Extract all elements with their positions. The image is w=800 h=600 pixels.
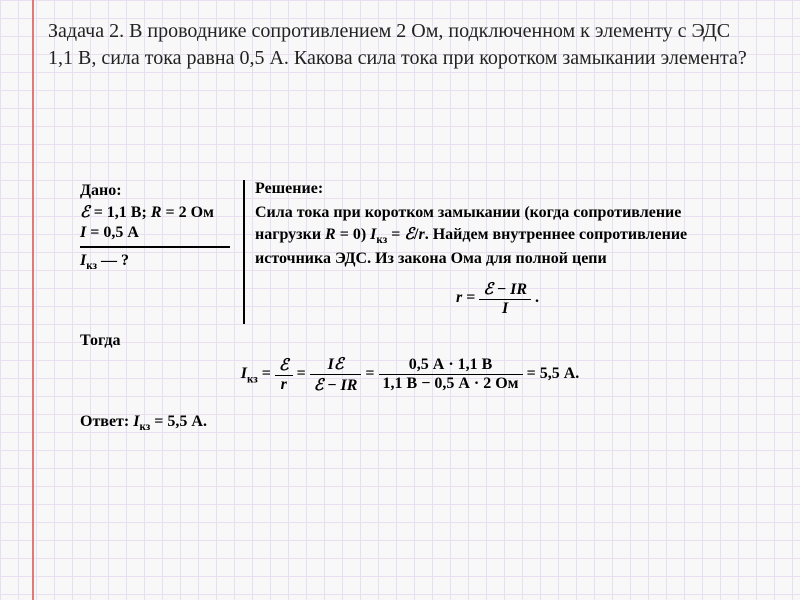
fraction-ikz-2: Iℰ ℰ − IR	[310, 354, 362, 395]
fraction-ikz-1: ℰ r	[275, 355, 293, 394]
solution-column: Решение: Сила тока при коротком замыкани…	[243, 180, 740, 324]
fraction-ikz-3: 0,5 А · 1,1 В 1,1 В − 0,5 А · 2 Ом	[379, 356, 523, 393]
fraction-r: ℰ − IR I	[479, 279, 531, 318]
frac-r-num: ℰ − IR	[479, 279, 531, 300]
given-line1: ℰ = 1,1 В; R = 2 Ом	[80, 202, 235, 222]
solution-paragraph: Сила тока при коротком замыкании (когда …	[255, 202, 740, 269]
f1-num: ℰ	[275, 355, 293, 376]
f3-den: 1,1 В − 0,5 А · 2 Ом	[379, 375, 523, 393]
given-heading: Дано:	[80, 182, 235, 200]
f3-num: 0,5 А · 1,1 В	[379, 356, 523, 375]
answer-label: Ответ:	[80, 413, 129, 430]
problem-statement: Задача 2. В проводнике сопротивлением 2 …	[48, 18, 760, 72]
f2-den: ℰ − IR	[310, 375, 362, 395]
problem-text: Задача 2. В проводнике сопротивлением 2 …	[48, 20, 747, 69]
ikz-result: = 5,5 А.	[527, 366, 580, 383]
given-divider	[80, 246, 230, 248]
given-column: Дано: ℰ = 1,1 В; R = 2 Ом I = 0,5 А Iкз …	[80, 180, 243, 274]
solution-heading: Решение:	[255, 180, 740, 198]
given-solution-row: Дано: ℰ = 1,1 В; R = 2 Ом I = 0,5 А Iкз …	[80, 180, 740, 324]
frac-r-den: I	[479, 300, 531, 318]
given-emf: ℰ = 1,1 В;	[80, 204, 151, 221]
given-r: R = 2 Ом	[151, 204, 214, 221]
solution-block: Дано: ℰ = 1,1 В; R = 2 Ом I = 0,5 А Iкз …	[80, 180, 740, 434]
then-label: Тогда	[80, 332, 740, 350]
answer-line: Ответ: Iкз = 5,5 А.	[80, 413, 740, 433]
given-find: Iкз — ?	[80, 252, 235, 272]
equation-r: r = ℰ − IR I .	[255, 279, 740, 318]
f1-den: r	[275, 376, 293, 394]
equation-ikz: Iкз = ℰ r = Iℰ ℰ − IR = 0,5 А · 1,1 В 1,…	[80, 354, 740, 395]
given-line2: I = 0,5 А	[80, 224, 235, 242]
f2-num: Iℰ	[310, 354, 362, 375]
